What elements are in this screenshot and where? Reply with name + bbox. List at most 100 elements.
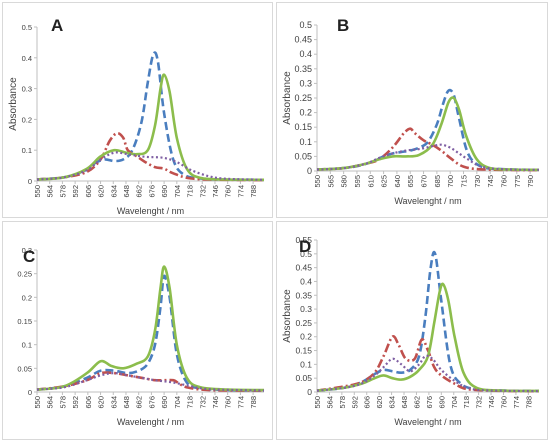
series-line-green: [316, 96, 540, 172]
chart-b: 0 0.05 0.1 0.15 0.2 0.25 0.3 0.35 0.4 0.45 0.5 550 5…: [282, 16, 540, 206]
x-tick-label: 610: [366, 175, 375, 188]
x-tick-label: 788: [249, 396, 258, 409]
x-tick-label: 648: [122, 396, 131, 409]
y-axis-label: Absorbance: [282, 71, 293, 125]
y-tick-label: 0: [307, 387, 312, 397]
x-tick-label: 715: [460, 175, 469, 188]
x-tick-label: 606: [84, 185, 93, 198]
x-tick-label: 685: [433, 175, 442, 188]
y-tick-label: 0.3: [299, 78, 312, 88]
y-tick-label: 0.35: [294, 64, 312, 74]
x-tick-label: 578: [338, 396, 347, 409]
x-tick-label: 690: [437, 396, 446, 409]
chart-c: 0 0.05 0.1 0.15 0.2 0.25 0.3 550 564 578 592 606 620…: [17, 246, 265, 427]
panel-letter: D: [299, 237, 311, 256]
x-tick-label: 760: [224, 185, 233, 198]
x-tick-label: 676: [147, 185, 156, 198]
y-tick-label: 0.3: [300, 304, 312, 314]
series-line-blue: [36, 51, 265, 182]
x-tick-label: 704: [173, 185, 182, 198]
x-tick-label: 564: [325, 396, 334, 409]
x-tick-label: 718: [186, 396, 195, 409]
y-tick-label: 0.25: [295, 318, 312, 328]
series-line-red: [316, 335, 540, 393]
x-tick-label: 580: [340, 175, 349, 188]
x-tick-label: 564: [46, 185, 55, 198]
y-tick-label: 0.15: [294, 122, 312, 132]
x-tick-label: 606: [363, 396, 372, 409]
x-tick-label: 732: [198, 185, 207, 198]
series-line-purple: [36, 372, 265, 392]
y-tick-label: 0.55: [295, 235, 312, 245]
y-tick-label: 0.25: [17, 270, 32, 279]
x-tick-label: 648: [122, 185, 131, 198]
x-tick-label: 595: [353, 175, 362, 188]
x-tick-label: 760: [499, 396, 508, 409]
x-tick-label: 700: [446, 175, 455, 188]
x-tick-label: 704: [173, 396, 182, 409]
x-tick-label: 565: [326, 175, 335, 188]
x-axis-label: Wavelenght / nm: [117, 206, 184, 216]
x-tick-label: 746: [487, 396, 496, 409]
y-tick-label: 0.2: [22, 293, 32, 302]
x-tick-label: 690: [160, 396, 169, 409]
y-tick-label: 0.2: [299, 108, 312, 118]
x-tick-label: 634: [109, 185, 118, 198]
series-line-blue: [316, 250, 540, 393]
panel-d: 0 0.05 0.1 0.15 0.2 0.25 0.3 0.35 0.4 0.45 0.5 0.55…: [276, 221, 548, 440]
y-tick-label: 0.35: [295, 290, 312, 300]
series-line-purple: [316, 354, 540, 393]
chart-d: 0 0.05 0.1 0.15 0.2 0.25 0.3 0.35 0.4 0.45 0.5 0.55…: [282, 235, 540, 427]
x-tick-label: 774: [512, 396, 521, 409]
x-tick-label: 676: [147, 396, 156, 409]
y-tick-label: 0.45: [294, 35, 312, 45]
y-tick-label: 0.15: [295, 346, 312, 356]
y-tick-label: 0.1: [300, 359, 312, 369]
x-tick-label: 640: [393, 175, 402, 188]
y-tick-label: 0.3: [22, 85, 32, 94]
x-tick-label: 730: [473, 175, 482, 188]
y-tick-label: 0.05: [17, 364, 32, 373]
y-tick-label: 0.4: [300, 276, 312, 286]
x-tick-label: 760: [224, 396, 233, 409]
y-tick-label: 0: [307, 166, 312, 176]
series-line-blue: [36, 274, 265, 392]
panel-letter: C: [23, 247, 35, 266]
x-tick-label: 648: [400, 396, 409, 409]
x-tick-label: 662: [135, 185, 144, 198]
panel-c: 0 0.05 0.1 0.15 0.2 0.25 0.3 550 564 578 592 606 620…: [2, 221, 273, 440]
x-tick-label: 732: [198, 396, 207, 409]
x-tick-label: 620: [375, 396, 384, 409]
y-tick-label: 0.3: [22, 246, 32, 255]
x-tick-label: 774: [236, 185, 245, 198]
y-tick-label: 0.45: [295, 263, 312, 273]
series-line-purple: [36, 151, 265, 181]
x-tick-label: 746: [211, 185, 220, 198]
x-axis-label: Wavelenght / nm: [394, 196, 461, 206]
x-tick-label: 592: [350, 396, 359, 409]
x-tick-label: 578: [58, 185, 67, 198]
y-tick-label: 0.5: [22, 23, 32, 32]
x-axis-label: Wavelenght / nm: [394, 417, 461, 427]
series-line-blue: [316, 88, 540, 172]
y-tick-label: 0.1: [299, 137, 312, 147]
series-line-purple: [316, 143, 540, 171]
panel-letter: A: [51, 16, 63, 35]
x-tick-label: 690: [160, 185, 169, 198]
series-line-green: [36, 265, 265, 392]
x-tick-label: 564: [46, 396, 55, 409]
x-tick-label: 550: [313, 175, 322, 188]
x-tick-label: 655: [406, 175, 415, 188]
y-tick-label: 0.05: [294, 151, 312, 161]
panel-a: 0 0.1 0.2 0.3 0.4 0.5 550 564 578 592 606 620 634 648…: [2, 2, 273, 218]
y-tick-label: 0.4: [299, 49, 312, 59]
y-tick-label: 0.1: [22, 146, 32, 155]
x-tick-label: 732: [475, 396, 484, 409]
x-tick-label: 606: [84, 396, 93, 409]
x-tick-label: 592: [71, 396, 80, 409]
x-tick-label: 775: [513, 175, 522, 188]
x-tick-label: 634: [109, 396, 118, 409]
x-tick-label: 634: [388, 396, 397, 409]
panel-b: 0 0.05 0.1 0.15 0.2 0.25 0.3 0.35 0.4 0.45 0.5 550 5…: [276, 2, 548, 218]
